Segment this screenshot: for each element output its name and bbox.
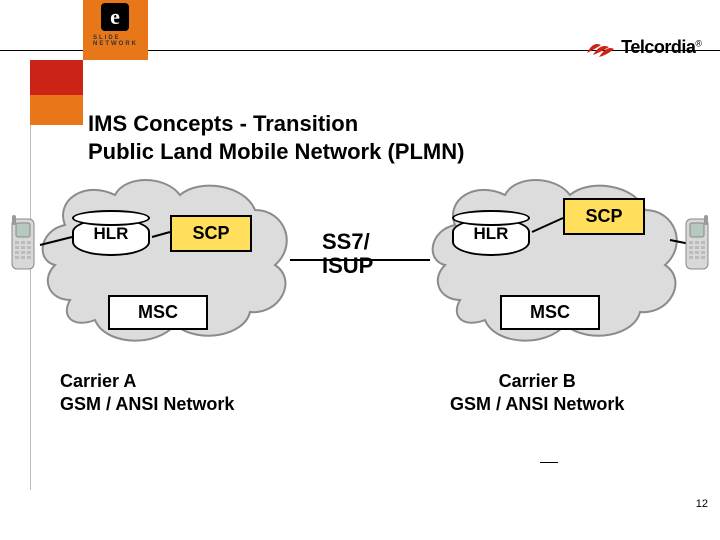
carrier-b-line1: Carrier B: [450, 370, 624, 393]
msc-left-label: MSC: [138, 302, 178, 322]
carrier-a-label: Carrier A GSM / ANSI Network: [60, 370, 234, 415]
hlr-right-label: HLR: [452, 224, 530, 244]
carrier-a-line2: GSM / ANSI Network: [60, 393, 234, 416]
center-link-label: SS7/ ISUP: [322, 230, 373, 278]
scp-left: SCP: [170, 215, 252, 252]
header-logo-block: e SLIDE NETWORK: [83, 0, 148, 60]
slide-title: IMS Concepts - Transition Public Land Mo…: [88, 110, 464, 165]
carrier-a-line1: Carrier A: [60, 370, 234, 393]
phone-left-icon: [6, 215, 40, 275]
decor-block-white: [83, 60, 148, 95]
brand-registered: ®: [695, 38, 702, 48]
center-link-line2: ISUP: [322, 254, 373, 278]
decor-block-orange: [30, 95, 83, 125]
brand-name: Telcordia: [621, 37, 695, 57]
scp-right: SCP: [563, 198, 645, 235]
scp-left-label: SCP: [192, 223, 229, 243]
title-line-1: IMS Concepts - Transition: [88, 110, 464, 138]
msc-left: MSC: [108, 295, 208, 330]
hlr-left-label: HLR: [72, 224, 150, 244]
title-line-2: Public Land Mobile Network (PLMN): [88, 138, 464, 166]
brand-mark-icon: [585, 35, 615, 59]
msc-right-label: MSC: [530, 302, 570, 322]
header-logo-mark: e: [101, 3, 129, 31]
msc-right: MSC: [500, 295, 600, 330]
scp-right-label: SCP: [585, 206, 622, 226]
phone-right-icon: [680, 215, 714, 275]
carrier-b-line2: GSM / ANSI Network: [450, 393, 624, 416]
hlr-right: HLR: [452, 218, 530, 256]
decor-block-red: [30, 60, 83, 95]
center-link-line1: SS7/: [322, 230, 373, 254]
hlr-left: HLR: [72, 218, 150, 256]
brand-logo: Telcordia®: [585, 35, 702, 59]
header-logo-subtext: SLIDE NETWORK: [93, 35, 148, 47]
header-logo-letter: e: [110, 4, 120, 30]
carrier-b-label: Carrier B GSM / ANSI Network: [450, 370, 624, 415]
